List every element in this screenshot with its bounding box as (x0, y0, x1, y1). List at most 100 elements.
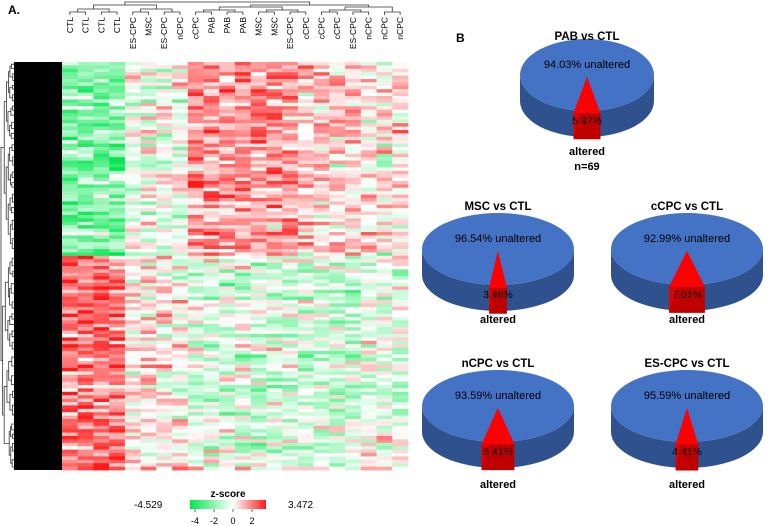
heatmap-cell (329, 242, 346, 246)
heatmap-cell (77, 436, 94, 440)
heatmap-cell (313, 106, 330, 110)
heatmap-cell (313, 242, 330, 246)
heatmap-cell (140, 167, 157, 172)
heatmap-cell (266, 293, 283, 297)
heatmap-cell (77, 123, 94, 127)
heatmap-cell (235, 374, 252, 379)
heatmap-cell (376, 320, 393, 325)
heatmap-cell (250, 92, 267, 97)
heatmap-cell (282, 269, 299, 274)
heatmap-cell (109, 364, 126, 369)
heatmap-cell (329, 79, 346, 83)
heatmap-cell (140, 323, 157, 328)
heatmap-cell (219, 395, 236, 399)
heatmap-cell (219, 170, 236, 175)
heatmap-cell (235, 286, 252, 291)
heatmap-cell (392, 75, 409, 80)
column-label: PAB (222, 17, 232, 34)
heatmap-cell (345, 456, 362, 461)
heatmap-cell (140, 300, 157, 304)
heatmap-cell (219, 147, 236, 151)
heatmap-cell (124, 334, 142, 338)
heatmap-cell (345, 225, 362, 229)
heatmap-cell (93, 357, 110, 362)
heatmap-cell (345, 412, 362, 416)
heatmap-cell (282, 228, 299, 233)
heatmap-cell (329, 310, 346, 314)
dendrogram-link (11, 171, 14, 179)
heatmap-cell (282, 215, 299, 219)
heatmap-cell (313, 249, 330, 253)
heatmap-cell (376, 446, 393, 450)
heatmap-cell (62, 354, 79, 359)
dendrogram-link (11, 182, 14, 188)
heatmap-cell (266, 320, 283, 325)
heatmap-cell (250, 143, 267, 148)
heatmap-cell (140, 432, 157, 437)
heatmap-cell (62, 402, 79, 406)
heatmap-cell (187, 354, 204, 359)
heatmap-cell (124, 405, 142, 410)
heatmap-cell (172, 232, 189, 236)
heatmap-cell (297, 466, 315, 471)
heatmap-cell (266, 300, 283, 304)
heatmap-cell (203, 300, 220, 304)
heatmap-cell (266, 252, 283, 257)
heatmap-cell (219, 344, 236, 348)
heatmap-cell (392, 221, 409, 226)
heatmap-cell (172, 436, 189, 440)
heatmap-cell (235, 126, 252, 131)
heatmap-cell (313, 232, 330, 236)
column-label: nCPC (364, 17, 374, 40)
dendrogram-link (11, 144, 14, 152)
heatmap-cell (187, 147, 204, 151)
heatmap-cell (219, 439, 236, 444)
heatmap-cell (124, 313, 142, 318)
heatmap-cell (219, 310, 236, 314)
heatmap-cell (266, 167, 283, 172)
heatmap-cell (156, 72, 173, 76)
pie-altered-label: altered (480, 479, 516, 491)
heatmap-cell (329, 255, 346, 260)
heatmap-cell (345, 296, 362, 301)
heatmap-cell (235, 337, 252, 342)
heatmap-cell (345, 82, 362, 87)
pie-altered-pct-label: 6.41% (483, 446, 513, 458)
heatmap-cell (250, 412, 267, 416)
heatmap-cell (266, 408, 283, 413)
heatmap-cell (250, 398, 267, 403)
heatmap-cell (250, 215, 267, 219)
heatmap-cell (329, 215, 346, 219)
heatmap-cell (172, 82, 189, 87)
heatmap-cell (219, 96, 236, 100)
heatmap-cell (156, 235, 173, 240)
heatmap-cell (93, 320, 110, 325)
heatmap-cell (77, 296, 94, 301)
heatmap-cell (187, 235, 204, 240)
heatmap-cell (250, 249, 267, 253)
heatmap-cell (376, 218, 393, 223)
heatmap-cell (187, 266, 204, 270)
heatmap-cell (235, 177, 252, 182)
heatmap-cell (376, 242, 393, 246)
heatmap-cell (62, 405, 79, 410)
heatmap-cell (297, 140, 315, 144)
heatmap-cell (156, 453, 173, 457)
heatmap-cell (187, 225, 204, 229)
heatmap-cell (376, 157, 393, 161)
heatmap-cell (62, 89, 79, 93)
heatmap-cell (156, 323, 173, 328)
heatmap-cell (235, 459, 252, 464)
heatmap-cell (392, 133, 409, 138)
column-label: ES-CPC (128, 17, 138, 49)
heatmap-cell (313, 62, 330, 66)
heatmap-cell (297, 405, 315, 410)
heatmap-cell (203, 170, 220, 175)
heatmap-cell (124, 65, 142, 70)
heatmap-cell (360, 351, 377, 355)
heatmap-cell (203, 391, 220, 396)
heatmap-cell (376, 283, 393, 287)
heatmap-cell (93, 266, 110, 270)
heatmap-cell (156, 164, 173, 168)
heatmap-cell (250, 378, 267, 382)
